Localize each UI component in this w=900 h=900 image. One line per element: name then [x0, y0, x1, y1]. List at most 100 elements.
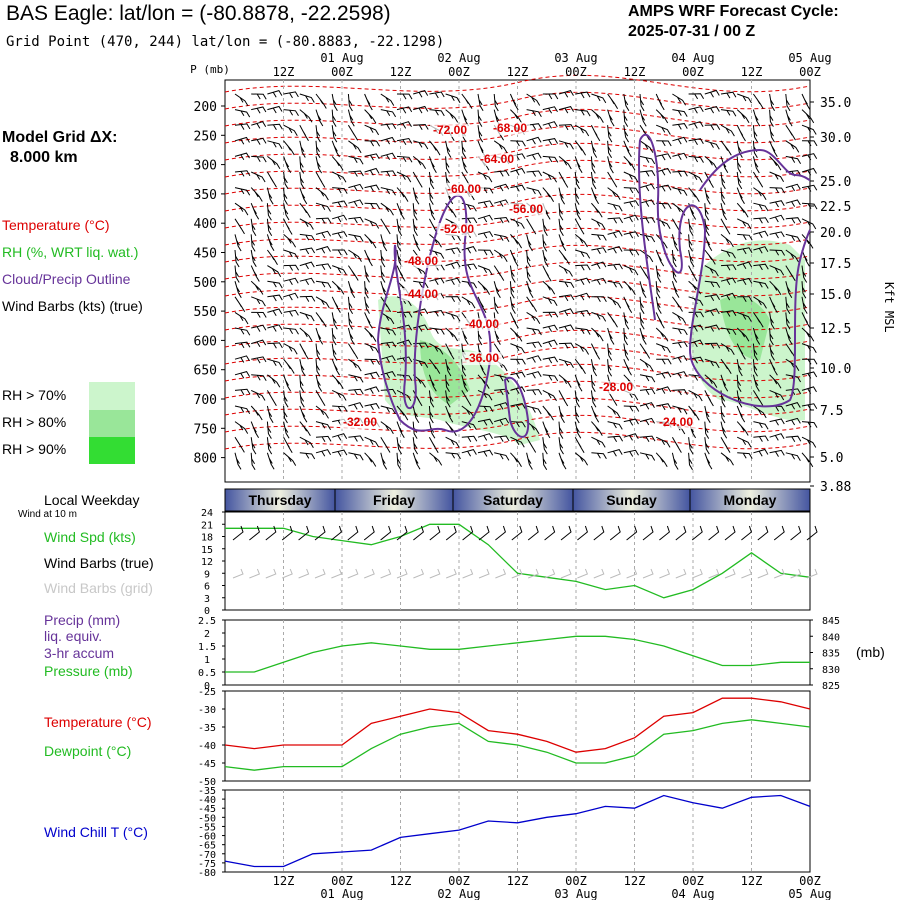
wind-barb — [283, 91, 299, 99]
bottom-hour-label: 12Z — [507, 874, 529, 888]
wind-barb — [299, 109, 313, 123]
wind-barb — [753, 246, 769, 254]
rh-shading-region — [420, 340, 470, 405]
wind-barb — [785, 140, 800, 153]
temp-contour-label: -44.00 — [404, 287, 438, 301]
wind-barb-grid — [593, 568, 605, 579]
wind-barb — [769, 280, 782, 296]
bottom-date-label: 03 Aug — [554, 887, 597, 900]
wind-barb — [283, 343, 298, 355]
temp-label-bg — [490, 122, 530, 135]
wind-barb — [332, 187, 348, 194]
wind-barb — [331, 156, 344, 171]
wind-barb — [315, 405, 329, 419]
wind-barb — [364, 184, 380, 192]
wind-barb — [315, 327, 324, 345]
pressure-tick-label: 550 — [194, 305, 217, 320]
wind-barb — [283, 277, 299, 285]
wind-barb — [412, 234, 421, 252]
wind-barb — [623, 200, 640, 208]
wind-barb — [477, 93, 484, 112]
isotherm-line — [224, 278, 811, 297]
wind-barb — [720, 249, 736, 259]
wind-barb — [428, 374, 437, 392]
wind-barb — [639, 109, 647, 127]
wind-barb — [558, 265, 573, 277]
wind-barb — [720, 91, 737, 99]
wind-barb — [623, 93, 630, 112]
wind-barb-true — [265, 525, 277, 541]
wind-barb — [267, 342, 283, 349]
wind-barb — [639, 388, 656, 395]
wind-barb — [526, 371, 542, 379]
top-date-label: 03 Aug — [554, 51, 597, 65]
wind-barb — [639, 183, 655, 192]
wind-barb — [656, 153, 672, 161]
pressure-tick-label: 300 — [194, 159, 217, 174]
wind-barb — [477, 405, 494, 412]
wind-barb — [364, 93, 373, 111]
wind-barb — [445, 277, 461, 286]
wind-barb — [607, 449, 623, 457]
wind-barb — [299, 218, 314, 230]
wind-barb — [364, 358, 381, 365]
height-tick-label: 17.5 — [820, 257, 851, 272]
precip-tick: 2.5 — [198, 616, 216, 627]
wind-barb — [234, 265, 240, 283]
wind-barb — [801, 153, 818, 161]
wind-barb — [332, 249, 348, 256]
temp-contour-label: -36.00 — [465, 351, 499, 365]
wind-barb — [380, 109, 397, 118]
height-tick-label: 10.0 — [820, 362, 851, 377]
wind-barb-true — [314, 525, 326, 541]
wind-barb-grid — [495, 568, 507, 579]
wind-barb — [315, 125, 321, 143]
wind-barb — [396, 106, 413, 114]
wind-barb-true — [790, 525, 802, 541]
wind-barb — [672, 187, 688, 196]
wind-barb — [332, 214, 348, 223]
wind-barb — [688, 203, 697, 220]
wind-barb — [396, 234, 402, 252]
wind-barb — [720, 264, 737, 271]
wind-barb — [299, 93, 315, 103]
wind-barb — [623, 312, 630, 330]
legend-rh80-swatch — [89, 410, 135, 437]
wind-barb — [413, 342, 429, 349]
wind-barb — [623, 405, 640, 412]
legend-rh80-label: RH > 80% — [2, 414, 67, 430]
wind-barb — [315, 421, 332, 430]
wind-barb — [250, 389, 266, 401]
wind-barb-true — [544, 525, 556, 541]
wind-barb — [347, 93, 353, 112]
wind-barb — [331, 327, 337, 346]
wind-barb — [623, 418, 639, 426]
pressure-tick-label: 700 — [194, 393, 217, 408]
wind-barb — [477, 125, 484, 143]
wind-barb-true — [626, 525, 638, 541]
temp-label-bg — [506, 203, 546, 216]
wind-barb — [704, 203, 710, 221]
wind-barb — [672, 327, 688, 336]
top-hour-label: 12Z — [507, 65, 529, 79]
wind-barb — [785, 358, 800, 371]
wind-barb — [493, 281, 501, 299]
wind-barb — [299, 343, 309, 360]
wind-barb — [283, 140, 295, 156]
pressure-tick-label: 200 — [194, 100, 217, 115]
wind-barb — [704, 106, 720, 114]
bottom-date-label: 04 Aug — [671, 887, 714, 900]
wind-barb — [380, 436, 391, 453]
wind-barb — [672, 355, 688, 363]
wind-barb-grid — [708, 568, 720, 579]
wind-barb — [331, 374, 344, 389]
height-tick-label: 3.88 — [820, 480, 851, 495]
wind-barb — [574, 390, 581, 408]
wind-barb — [542, 171, 558, 183]
wind-barb — [607, 202, 623, 212]
wind-barb — [785, 452, 801, 461]
wind-barb — [510, 386, 526, 394]
wind-barb — [526, 187, 542, 196]
wind-barb — [315, 109, 324, 127]
